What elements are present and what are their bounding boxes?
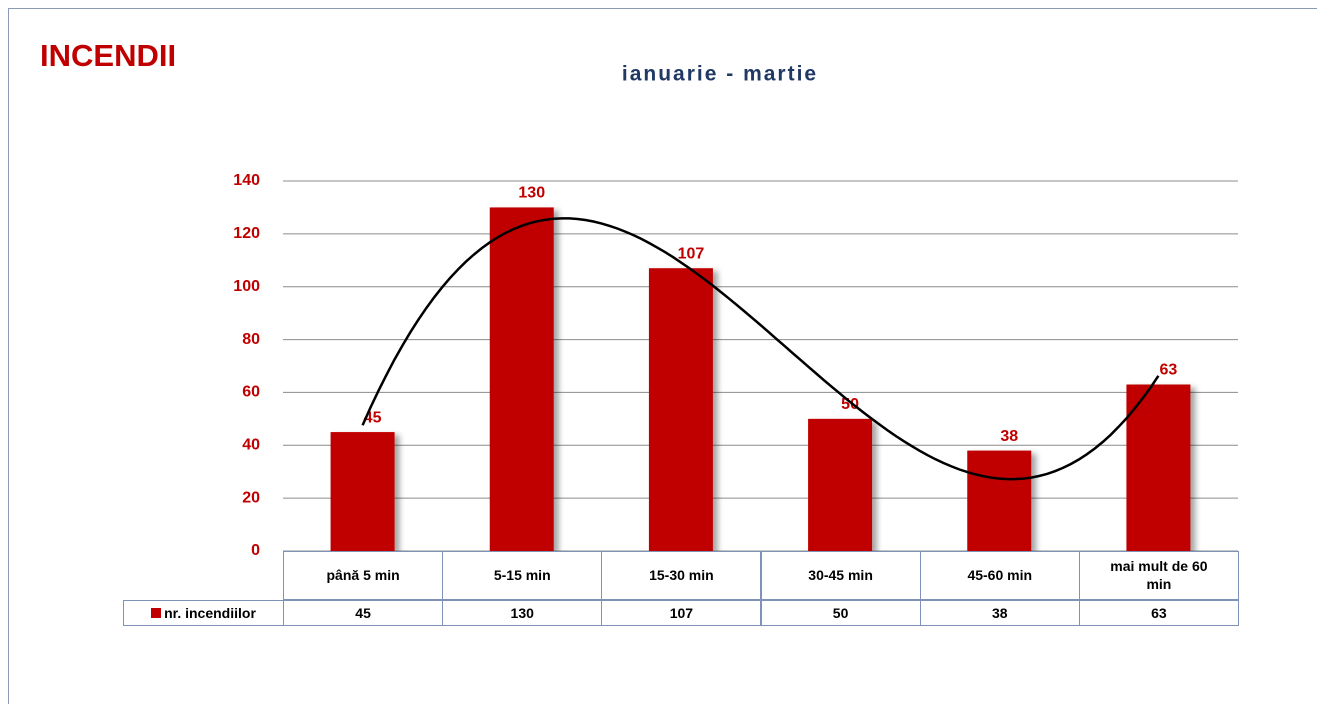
value-cell-text: 45 bbox=[355, 605, 371, 621]
y-tick-label: 100 bbox=[233, 278, 260, 295]
chart-title: ianuarie - martie bbox=[622, 63, 818, 86]
legend-cell: nr. incendiilor bbox=[123, 600, 284, 626]
value-cell-text: 38 bbox=[991, 605, 1008, 621]
data-label: 130 bbox=[518, 185, 545, 202]
category-cell: 45-60 min bbox=[919, 551, 1080, 600]
data-label: 63 bbox=[1160, 362, 1178, 379]
value-cell-text: 63 bbox=[1151, 605, 1167, 621]
y-tick-label: 140 bbox=[233, 172, 260, 189]
heading: INCENDII bbox=[40, 38, 176, 73]
category-cell: 30-45 min bbox=[760, 551, 921, 600]
value-cell-text: 107 bbox=[669, 605, 694, 621]
frame bbox=[8, 8, 1317, 704]
y-tick-label: 80 bbox=[242, 331, 260, 348]
category-cell-text: 5-15 min bbox=[493, 566, 551, 583]
data-label: 38 bbox=[1000, 428, 1018, 445]
value-cell: 50 bbox=[760, 600, 921, 626]
value-cell-text: 130 bbox=[510, 605, 534, 621]
bar bbox=[489, 207, 554, 551]
trendline bbox=[361, 217, 1160, 481]
value-cell-text: 50 bbox=[832, 605, 849, 621]
value-cell: 38 bbox=[919, 600, 1080, 626]
value-cell: 107 bbox=[601, 600, 762, 626]
y-tick-label: 20 bbox=[242, 489, 260, 506]
y-tick-label: 0 bbox=[251, 542, 260, 559]
category-cell: 15-30 min bbox=[601, 551, 762, 600]
category-cell-text: până 5 min bbox=[326, 566, 400, 583]
legend-key bbox=[151, 608, 162, 618]
bar bbox=[330, 432, 395, 551]
data-label: 50 bbox=[841, 396, 859, 413]
category-cell: până 5 min bbox=[283, 551, 444, 600]
category-cell-text: 45-60 min bbox=[967, 566, 1033, 583]
category-cell: mai mult de 60 min bbox=[1078, 551, 1239, 600]
y-tick-label: 60 bbox=[242, 384, 260, 401]
bar bbox=[1126, 384, 1191, 551]
category-cell: 5-15 min bbox=[442, 551, 603, 600]
data-label: 107 bbox=[678, 245, 705, 262]
bar bbox=[648, 268, 713, 551]
bar bbox=[808, 418, 873, 551]
category-cell-text: 30-45 min bbox=[808, 566, 873, 583]
value-cell: 130 bbox=[442, 600, 603, 626]
y-tick-label: 40 bbox=[242, 437, 260, 454]
legend-cell-text: nr. incendiilor bbox=[164, 605, 256, 621]
value-cell: 63 bbox=[1078, 600, 1239, 626]
bar bbox=[967, 450, 1032, 551]
category-cell-text: mai mult de 60 min bbox=[1110, 558, 1208, 592]
y-tick-label: 120 bbox=[233, 225, 260, 242]
category-cell-text: 15-30 min bbox=[649, 566, 714, 583]
value-cell: 45 bbox=[283, 600, 444, 626]
